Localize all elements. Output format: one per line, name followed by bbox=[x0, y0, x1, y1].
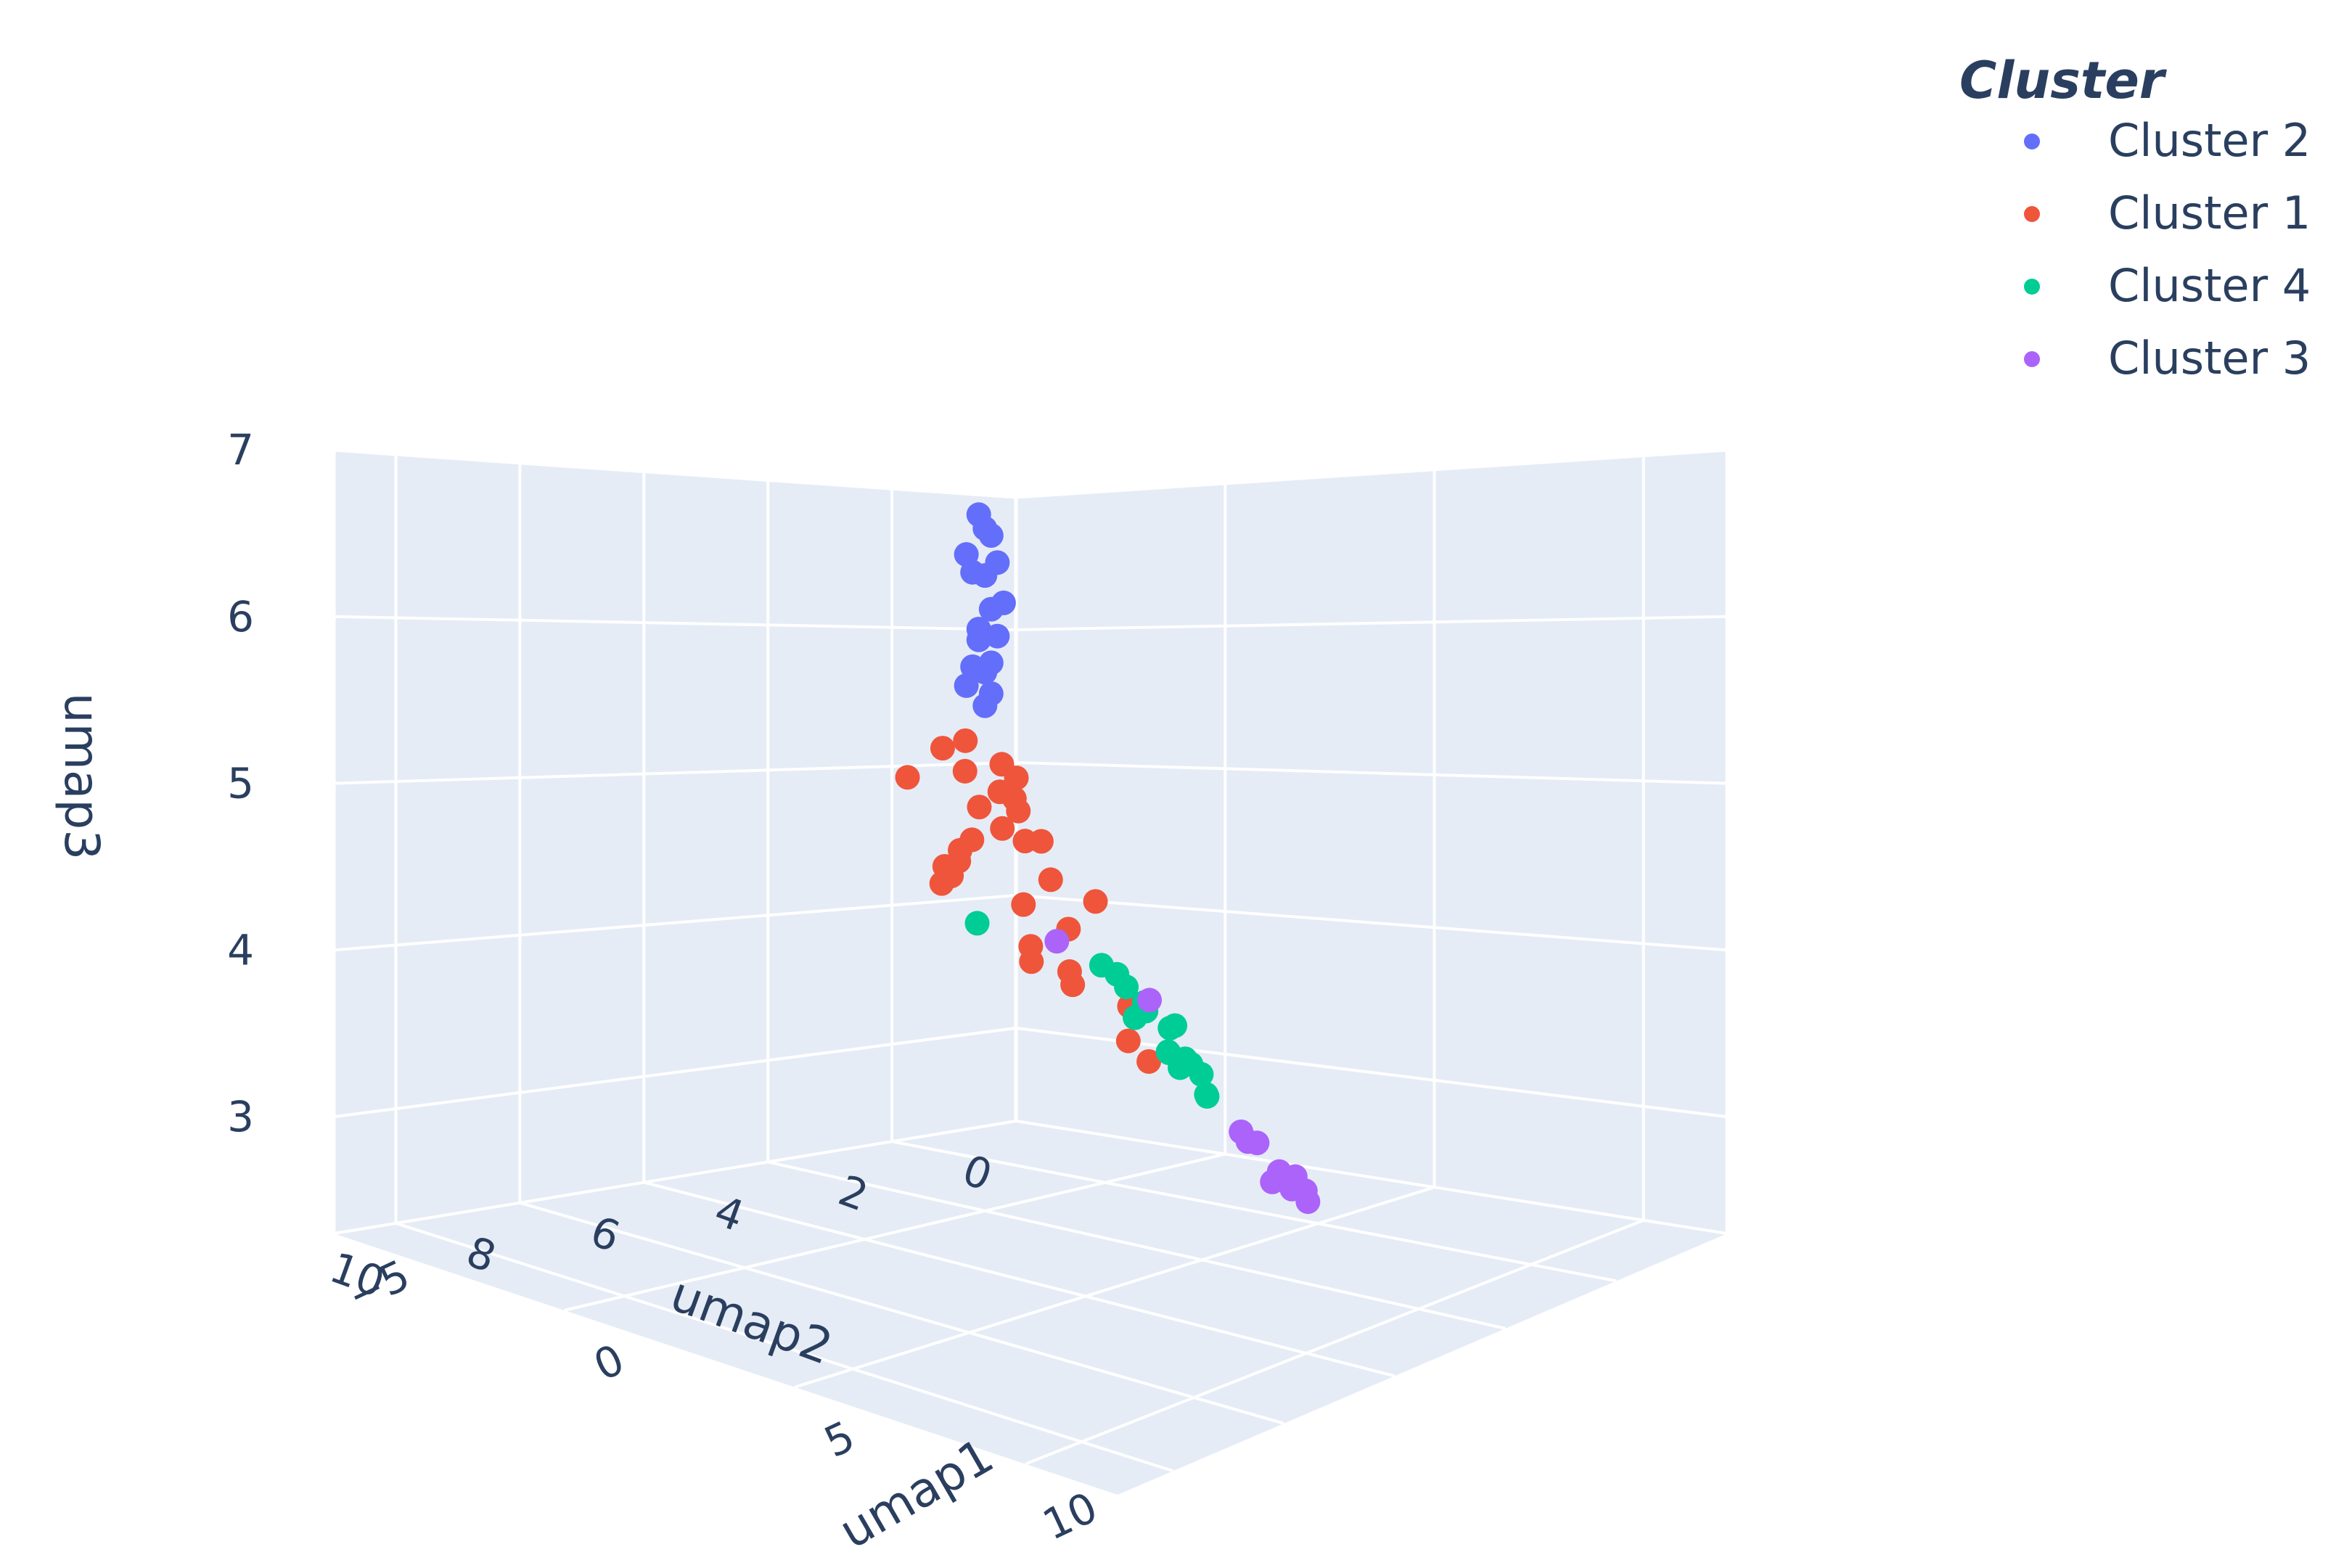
point-cluster-4-3 bbox=[1114, 974, 1139, 1000]
point-cluster-4-0 bbox=[964, 911, 990, 936]
x-tick-label: 0 bbox=[586, 1334, 631, 1390]
point-cluster-2-2 bbox=[978, 523, 1004, 549]
plot-panes bbox=[334, 450, 1727, 1495]
point-cluster-2-6 bbox=[960, 559, 985, 585]
point-cluster-4-13 bbox=[1189, 1062, 1214, 1087]
point-cluster-2-11 bbox=[966, 627, 991, 652]
point-cluster-3-4 bbox=[1245, 1130, 1270, 1156]
point-cluster-2-8 bbox=[978, 596, 1004, 622]
point-cluster-4-16 bbox=[1194, 1083, 1220, 1109]
point-cluster-1-28 bbox=[1115, 1028, 1141, 1054]
point-cluster-3-0 bbox=[1044, 929, 1070, 954]
legend-label-2: Cluster 1 bbox=[2108, 186, 2311, 239]
point-cluster-1-16 bbox=[929, 871, 954, 896]
x-tick-label: 10 bbox=[1036, 1482, 1105, 1550]
legend-label-3: Cluster 4 bbox=[2108, 259, 2311, 312]
z-tick-label: 6 bbox=[227, 592, 254, 641]
z-tick-label: 3 bbox=[227, 1092, 254, 1141]
point-cluster-1-9 bbox=[1006, 798, 1031, 824]
point-cluster-1-24 bbox=[1019, 949, 1044, 974]
point-cluster-2-10 bbox=[985, 623, 1010, 649]
point-cluster-1-10 bbox=[990, 816, 1015, 841]
point-cluster-4-14 bbox=[1155, 1039, 1181, 1064]
point-cluster-1-21 bbox=[1083, 889, 1108, 914]
z-tick-label: 5 bbox=[227, 759, 254, 808]
point-cluster-1-20 bbox=[1011, 892, 1036, 917]
z-tick-label: 4 bbox=[227, 925, 254, 974]
data-points bbox=[895, 502, 1321, 1215]
point-cluster-3-10 bbox=[1295, 1189, 1321, 1215]
point-cluster-2-15 bbox=[954, 673, 979, 698]
point-cluster-1-5 bbox=[1004, 765, 1029, 791]
legend-marker-3 bbox=[2024, 279, 2040, 295]
point-cluster-1-1 bbox=[930, 736, 955, 761]
point-cluster-4-6 bbox=[1123, 1005, 1148, 1030]
point-cluster-2-17 bbox=[972, 693, 998, 718]
legend-marker-1 bbox=[2024, 134, 2040, 149]
legend-marker-4 bbox=[2024, 351, 2040, 367]
point-cluster-1-29 bbox=[1136, 1048, 1162, 1074]
legend-marker-2 bbox=[2024, 206, 2040, 222]
point-cluster-1-18 bbox=[1028, 829, 1054, 854]
point-cluster-1-19 bbox=[1038, 867, 1063, 892]
point-cluster-1-0 bbox=[953, 728, 978, 753]
z-axis-title: umap3 bbox=[54, 693, 110, 860]
point-cluster-1-26 bbox=[1060, 972, 1086, 998]
point-cluster-1-4 bbox=[895, 765, 920, 790]
legend-label-1: Cluster 2 bbox=[2108, 114, 2311, 167]
point-cluster-1-8 bbox=[967, 795, 992, 820]
legend-title: Cluster bbox=[1959, 51, 2168, 110]
point-cluster-3-1 bbox=[1137, 988, 1163, 1013]
legend: Cluster Cluster 2 Cluster 1 Cluster 4 Clust… bbox=[1959, 51, 2311, 385]
x-tick-label: 5 bbox=[817, 1411, 862, 1467]
point-cluster-1-3 bbox=[952, 758, 978, 784]
point-cluster-2-14 bbox=[972, 660, 998, 685]
legend-label-4: Cluster 3 bbox=[2108, 332, 2311, 385]
grid-lines bbox=[332, 448, 1729, 1473]
z-tick-label: 7 bbox=[227, 425, 254, 475]
point-cluster-4-8 bbox=[1157, 1015, 1183, 1040]
